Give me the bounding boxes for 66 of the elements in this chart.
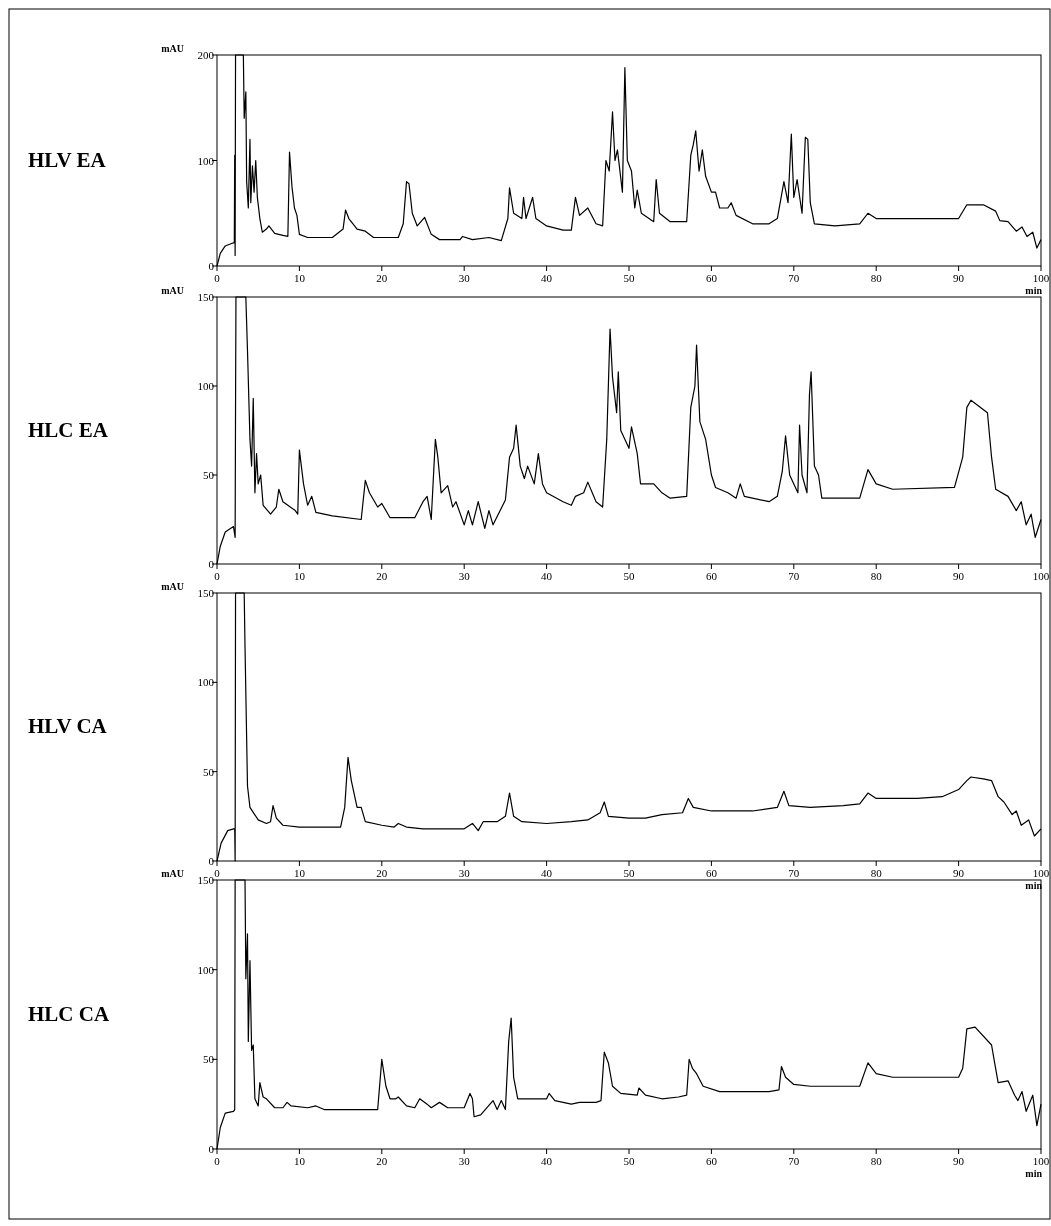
y-tick-label: 50 <box>203 765 215 778</box>
x-tick-label: 10 <box>293 1155 306 1167</box>
y-axis-title: mAU <box>161 868 184 879</box>
y-tick-label: 0 <box>208 855 215 867</box>
x-axis-title: min <box>1025 285 1043 296</box>
x-tick-label: 70 <box>788 1155 800 1167</box>
x-tick-label: 50 <box>623 867 635 879</box>
x-tick-label: 100 <box>1032 1155 1050 1167</box>
x-axis-title: min <box>1025 1168 1043 1179</box>
text: HLC EA <box>28 417 109 442</box>
x-tick-label: 90 <box>953 1155 965 1167</box>
y-tick-label: 100 <box>197 154 215 167</box>
x-tick-label: 20 <box>376 867 388 879</box>
y-tick-label: 100 <box>197 676 215 689</box>
x-tick-label: 40 <box>541 272 553 284</box>
x-tick-label: 20 <box>376 272 388 284</box>
y-axis-title: mAU <box>161 285 184 296</box>
x-tick-label: 30 <box>458 272 471 284</box>
y-tick-label: 200 <box>197 49 215 61</box>
x-tick-label: 40 <box>541 867 553 879</box>
x-tick-label: 80 <box>870 272 883 284</box>
x-axis-title: min <box>1025 880 1043 891</box>
y-tick-label: 0 <box>208 558 215 570</box>
x-tick-label: 80 <box>870 867 883 879</box>
text: HLV EA <box>28 147 107 172</box>
x-tick-label: 100 <box>1032 867 1050 879</box>
x-tick-label: 90 <box>953 272 965 284</box>
text: HLV CA <box>28 714 108 738</box>
y-tick-label: 100 <box>197 963 215 976</box>
x-tick-label: 20 <box>376 570 388 582</box>
x-tick-label: 40 <box>541 1155 553 1167</box>
y-axis-title: mAU <box>161 43 184 54</box>
x-tick-label: 10 <box>293 272 306 284</box>
x-tick-label: 20 <box>376 1155 388 1167</box>
x-tick-label: 80 <box>870 1155 883 1167</box>
x-tick-label: 50 <box>623 570 635 582</box>
x-tick-label: 60 <box>705 867 718 879</box>
x-tick-label: 100 <box>1032 272 1050 284</box>
y-tick-label: 100 <box>197 380 215 392</box>
x-tick-label: 90 <box>953 570 965 582</box>
x-tick-label: 80 <box>870 570 883 582</box>
y-tick-label: 150 <box>197 291 215 303</box>
x-tick-label: 30 <box>458 570 471 582</box>
x-tick-label: 40 <box>541 570 553 582</box>
x-tick-label: 70 <box>788 867 800 879</box>
x-tick-label: 30 <box>458 867 471 879</box>
y-tick-label: 50 <box>203 1053 215 1066</box>
y-tick-label: 0 <box>208 1143 215 1155</box>
y-tick-label: 150 <box>197 874 215 886</box>
text: HLC CA <box>28 1001 110 1026</box>
x-tick-label: 90 <box>953 867 965 879</box>
x-tick-label: 60 <box>705 272 718 284</box>
y-tick-label: 150 <box>197 587 215 599</box>
x-tick-label: 10 <box>293 867 306 879</box>
x-tick-label: 100 <box>1032 570 1050 582</box>
x-tick-label: 50 <box>623 1155 635 1167</box>
x-tick-label: 10 <box>293 570 306 582</box>
x-tick-label: 70 <box>788 570 800 582</box>
x-tick-label: 70 <box>788 272 800 284</box>
y-axis-title: mAU <box>161 581 184 592</box>
x-tick-label: 50 <box>623 272 635 284</box>
x-tick-label: 60 <box>705 570 718 582</box>
x-tick-label: 30 <box>458 1155 471 1167</box>
x-tick-label: 60 <box>705 1155 718 1167</box>
y-tick-label: 0 <box>208 260 215 272</box>
y-tick-label: 50 <box>203 469 215 481</box>
